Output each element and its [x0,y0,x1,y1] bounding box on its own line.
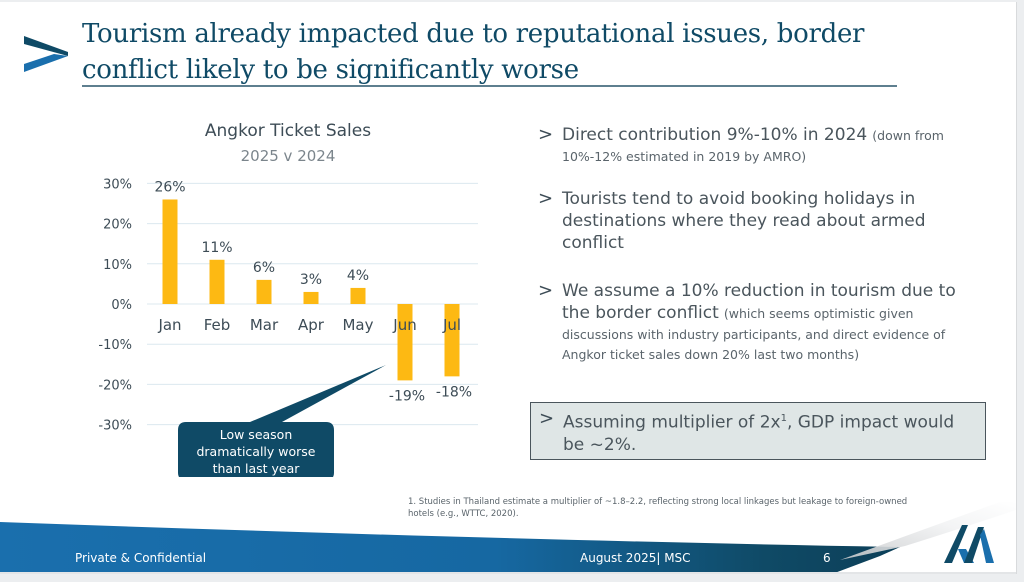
bar-jun [397,304,413,381]
y-tick-label: 10% [103,258,132,273]
highlight-text: Assuming multiplier of 2x1, GDP impact w… [563,408,973,456]
x-tick-label: Jun [392,316,416,334]
bullet-main-text: Direct contribution 9%-10% in 2024 [562,125,868,145]
m-logo-icon [944,525,994,563]
data-label: 6% [253,260,275,276]
title-line-1: Tourism already impacted due to reputati… [82,19,865,49]
highlight-text-end: , GDP impact would be ~2%. [563,412,955,455]
footnote: 1. Studies in Thailand estimate a multip… [408,497,908,519]
bar-jul [444,304,460,377]
data-label: 26% [154,179,185,195]
annotation-line: than last year [212,461,300,476]
x-tick-label: Feb [204,316,231,334]
bullet-note-text: (down from 10%-12% estimated in 2019 by … [562,128,944,164]
footnote-ref: 1 [780,413,787,424]
annotation-callout [178,365,386,477]
chart-annotation: Low season dramatically worse than last … [180,426,332,477]
chart-title: Angkor Ticket Sales [204,121,372,141]
chart-subtitle: 2025 v 2024 [240,147,336,165]
x-tick-label: Apr [298,316,325,334]
chevron-right-icon: > [538,280,554,301]
bullet-note-text: (which seems optimistic given discussion… [562,306,946,362]
bar-apr [303,291,319,304]
footer-band [0,502,1016,574]
data-label: 11% [201,240,232,256]
bar-may [350,287,366,304]
x-tick-label: Mar [250,316,279,334]
annotation-line: Low season [219,427,293,442]
data-label: 4% [347,268,369,284]
bar-jan [162,199,178,304]
bullet-main-text: We assume a 10% reduction in tourism due… [562,281,956,323]
data-label: -18% [436,384,472,400]
bar-chart: 30% 20% 10% 0% -10% -20% -30% 26% 11% 6% 3% 4% -19%… [98,177,478,477]
y-tick-label: -10% [98,338,132,353]
chevron-right-icon: > [538,124,554,145]
title-underline [82,85,897,87]
bullet-item: > Tourists tend to avoid booking holiday… [538,188,978,254]
highlight-text-main: Assuming multiplier of 2x [563,412,781,433]
bar-mar [256,279,272,304]
x-tick-label: Jan [157,316,181,334]
title-line-2: conflict likely to be significantly wors… [82,55,579,85]
page-number: 6 [823,551,831,565]
bullet-main-text: Tourists tend to avoid booking holidays … [562,189,926,253]
bullet-item: > Direct contribution 9%-10% in 2024 (do… [538,124,978,166]
slide: Tourism already impacted due to reputati… [0,2,1017,574]
chevron-right-icon: > [539,408,555,429]
y-tick-label: 20% [103,218,132,233]
y-tick-label: -30% [98,419,132,434]
bullet-item: > We assume a 10% reduction in tourism d… [538,280,978,364]
y-tick-label: -20% [98,378,132,393]
annotation-line: dramatically worse [196,444,316,459]
chevron-logo-icon [24,36,68,72]
highlight-box: > Assuming multiplier of 2x1, GDP impact… [530,402,986,460]
footer-confidential: Private & Confidential [75,551,207,565]
chevron-right-icon: > [538,188,554,209]
data-label: 3% [300,272,322,288]
x-tick-label: May [342,316,373,334]
footer-date: August 2025| MSC [580,551,691,565]
page-title: Tourism already impacted due to reputati… [82,16,982,88]
x-tick-label: Jul [442,316,461,334]
bar-feb [209,259,225,304]
y-tick-label: 30% [103,177,132,192]
y-tick-label: 0% [111,298,132,313]
data-label: -19% [389,388,425,404]
